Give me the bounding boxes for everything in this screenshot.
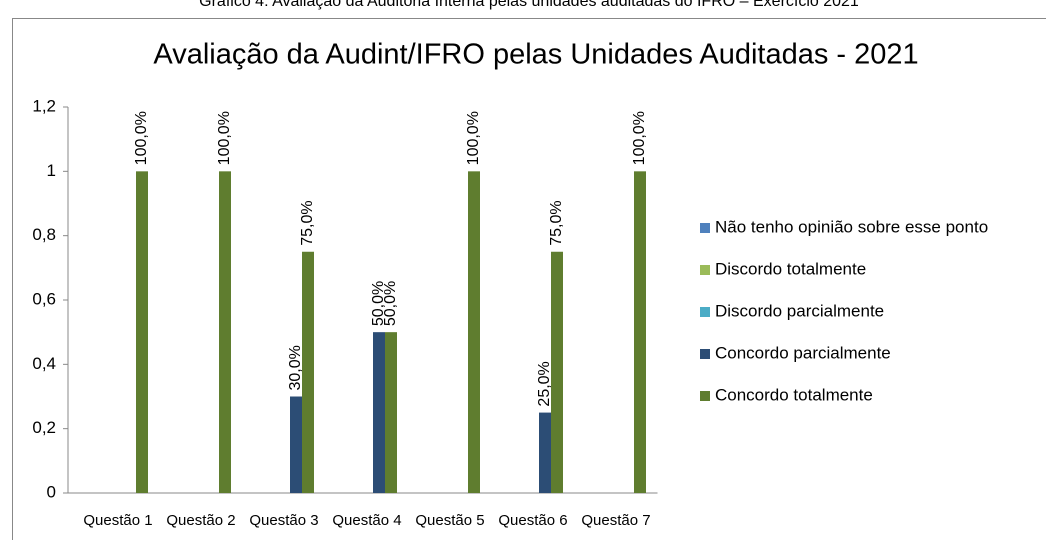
bar (634, 171, 646, 494)
data-label: 100,0% (133, 111, 150, 165)
legend-swatch (700, 391, 710, 401)
x-tick-label: Questão 2 (166, 512, 235, 529)
data-label: 50,0% (370, 281, 387, 326)
data-label: 100,0% (465, 111, 482, 165)
x-tick-label: Questão 6 (498, 512, 567, 529)
legend-label: Discordo parcialmente (715, 301, 884, 320)
x-tick-label: Questão 7 (581, 512, 650, 529)
y-tick-label: 0,8 (32, 225, 56, 244)
caption: Gráfico 4: Avaliação da Auditoria Intern… (199, 0, 859, 10)
data-label: 75,0% (548, 200, 565, 245)
chart-title: Avaliação da Audint/IFRO pelas Unidades … (153, 39, 918, 71)
bar (385, 332, 397, 493)
bar (373, 332, 385, 493)
data-label: 100,0% (631, 111, 648, 165)
bar (302, 251, 314, 493)
bar (468, 171, 480, 494)
data-label: 25,0% (536, 361, 553, 406)
y-tick-label: 0 (47, 482, 56, 501)
legend-swatch (700, 349, 710, 359)
legend-label: Concordo parcialmente (715, 343, 891, 362)
data-label: 30,0% (287, 345, 304, 390)
y-tick-label: 0,4 (32, 354, 56, 373)
legend-swatch (700, 223, 710, 233)
y-tick-label: 0,6 (32, 289, 56, 308)
legend-swatch (700, 265, 710, 275)
x-tick-label: Questão 3 (249, 512, 318, 529)
legend-label: Não tenho opinião sobre esse ponto (715, 217, 988, 236)
bar (136, 171, 148, 494)
data-label: 75,0% (299, 200, 316, 245)
bar (290, 396, 302, 493)
bar (219, 171, 231, 494)
legend-swatch (700, 307, 710, 317)
bar (539, 412, 551, 493)
y-tick-label: 0,2 (32, 418, 56, 437)
x-tick-label: Questão 1 (83, 512, 152, 529)
y-tick-label: 1 (47, 161, 56, 180)
data-label: 50,0% (382, 281, 399, 326)
chart-border (12, 18, 1046, 540)
x-tick-label: Questão 4 (332, 512, 401, 529)
legend-label: Concordo totalmente (715, 385, 873, 404)
legend-label: Discordo totalmente (715, 259, 866, 278)
data-label: 100,0% (216, 111, 233, 165)
y-tick-label: 1,2 (32, 96, 56, 115)
bar (551, 251, 563, 493)
x-tick-label: Questão 5 (415, 512, 484, 529)
